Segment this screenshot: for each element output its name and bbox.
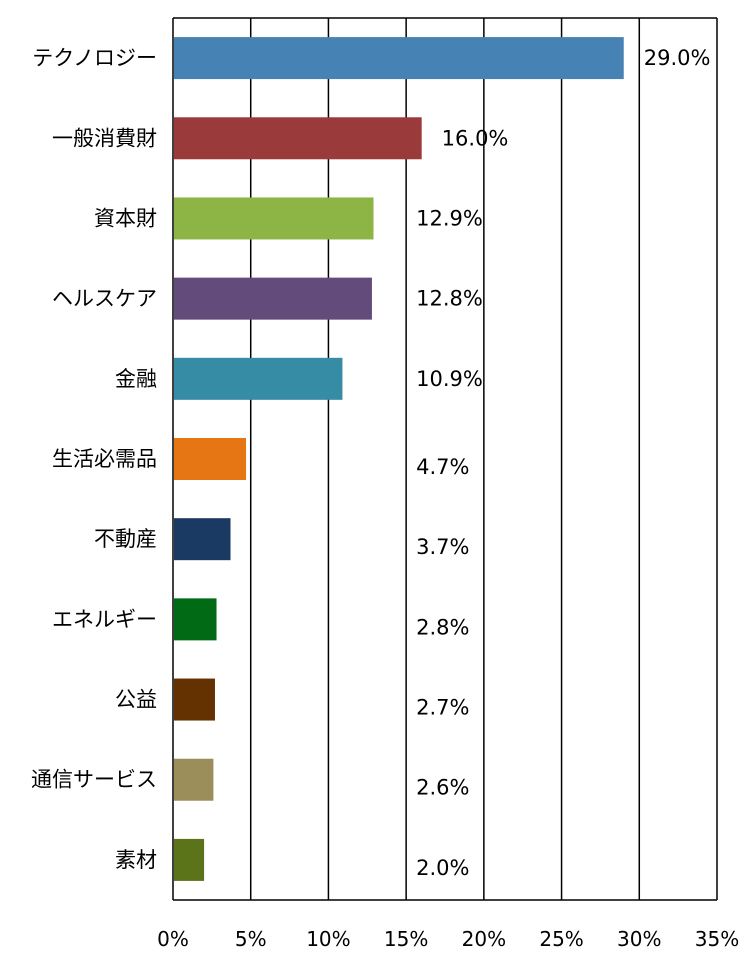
data-label-3: 12.8% [416,287,483,311]
category-label-6: 不動産 [94,527,157,551]
bar-7 [174,598,217,641]
data-label-4: 10.9% [416,367,483,391]
category-label-10: 素材 [115,848,157,872]
x-tick-label-4: 20% [462,927,506,951]
bar-10 [174,838,205,881]
data-label-0: 29.0% [644,46,711,70]
x-tick-label-3: 15% [384,927,428,951]
category-labels: テクノロジー一般消費財資本財ヘルスケア金融生活必需品不動産エネルギー公益通信サー… [31,46,157,872]
data-label-8: 2.7% [416,696,469,720]
bar-1 [174,117,422,160]
data-labels: 29.0% 16.0% 12.9% 12.8% 10.9% 4.7% 3.7% 2.8% 2.7… [416,46,710,880]
category-label-3: ヘルスケア [52,287,157,311]
category-label-4: 金融 [115,367,157,391]
x-tick-label-0: 0% [157,927,189,951]
bar-6 [174,518,231,561]
bar-8 [174,678,215,721]
bar-4 [174,357,343,400]
data-label-9: 2.6% [416,776,469,800]
x-tick-label-1: 5% [235,927,267,951]
grid-lines [172,17,718,901]
data-label-6: 3.7% [416,535,469,559]
bars [174,37,624,881]
x-tick-label-7: 35% [695,927,739,951]
data-label-10: 2.0% [416,856,469,880]
category-label-1: 一般消費財 [52,126,157,150]
x-tick-label-5: 25% [539,927,583,951]
category-label-9: 通信サービス [31,768,157,792]
category-label-8: 公益 [115,688,157,712]
bar-9 [174,758,214,801]
data-label-1: 16.0% [442,126,509,150]
category-label-5: 生活必需品 [52,447,157,471]
data-label-5: 4.7% [416,455,469,479]
category-label-2: 資本財 [94,206,157,230]
data-label-7: 2.8% [416,615,469,639]
bar-0 [174,37,624,80]
bar-2 [174,197,374,240]
bar-3 [174,277,372,320]
x-tick-label-6: 30% [617,927,661,951]
x-tick-label-2: 10% [306,927,350,951]
category-label-0: テクノロジー [32,46,157,70]
bar-5 [174,438,247,480]
x-tick-labels: 0% 5% 10% 15% 20% 25% 30% 35% [157,927,739,951]
data-label-2: 12.9% [416,206,483,230]
category-label-7: エネルギー [52,607,157,631]
